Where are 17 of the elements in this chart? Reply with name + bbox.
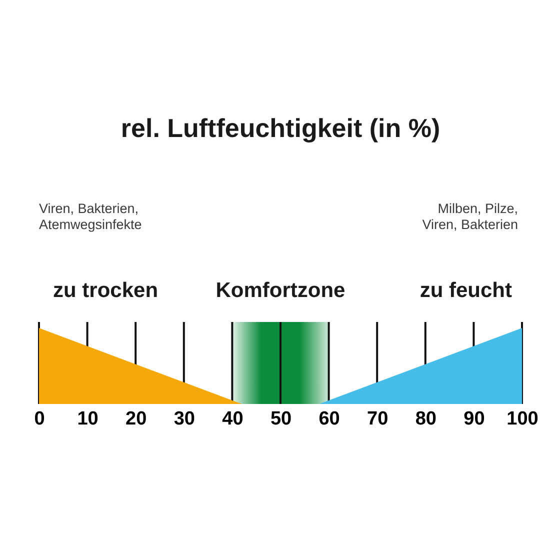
x-tick-label: 80 bbox=[415, 408, 436, 430]
x-tick-label: 30 bbox=[174, 408, 195, 430]
x-tick-label: 0 bbox=[34, 408, 45, 430]
x-tick-label: 10 bbox=[77, 408, 98, 430]
x-tick-label: 90 bbox=[464, 408, 485, 430]
x-tick-label: 60 bbox=[318, 408, 340, 430]
text: Milben, Pilze, Viren, Bakterien bbox=[422, 201, 518, 232]
x-tick-label: 20 bbox=[126, 408, 147, 430]
x-tick-label: 100 bbox=[506, 408, 538, 430]
x-tick-label: 50 bbox=[270, 408, 292, 430]
x-tick-label: 70 bbox=[367, 408, 388, 430]
series-label: zu feucht bbox=[420, 279, 512, 302]
text: Viren, Bakterien, Atemwegsinfekte bbox=[39, 201, 142, 232]
chart-title: rel. Luftfeuchtigkeit (in %) bbox=[120, 113, 440, 143]
band-label: Komfortzone bbox=[216, 279, 346, 302]
x-tick-label: 40 bbox=[222, 408, 244, 430]
series-label: zu trocken bbox=[53, 279, 158, 302]
